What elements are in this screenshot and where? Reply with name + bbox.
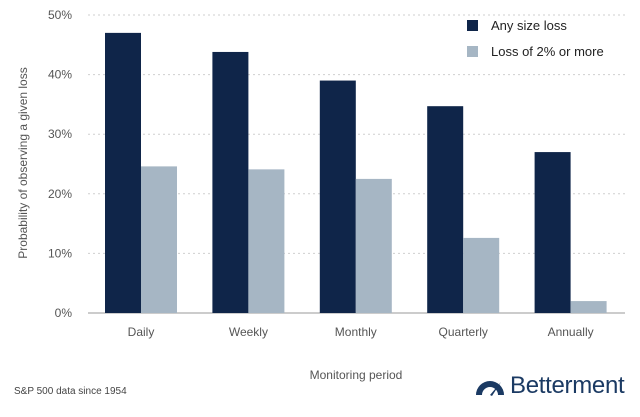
footnote: S&P 500 data since 1954 (14, 386, 127, 397)
bar-loss-2pct-weekly (248, 169, 285, 313)
bar-any-size-loss-annually (534, 152, 571, 313)
x-axis-label: Monitoring period (310, 368, 403, 382)
bar-any-size-loss-quarterly (427, 106, 464, 313)
x-tick-label: Daily (128, 325, 155, 339)
x-axis-ticks: Daily Weekly Monthly Quarterly Annually (128, 325, 594, 339)
y-tick-label: 10% (48, 246, 72, 260)
x-tick-label: Annually (548, 325, 594, 339)
y-axis-label: Probability of observing a given loss (16, 67, 30, 258)
bar-loss-2pct-annually (570, 301, 607, 313)
bar-any-size-loss-daily (105, 32, 141, 313)
legend-swatch (467, 46, 478, 57)
gauge-icon (476, 381, 504, 396)
legend-label: Any size loss (491, 18, 567, 33)
y-tick-label: 50% (48, 8, 72, 22)
x-tick-label: Quarterly (439, 325, 488, 339)
bar-loss-2pct-quarterly (463, 237, 500, 313)
legend: Any size loss Loss of 2% or more (467, 18, 604, 59)
legend-label: Loss of 2% or more (491, 44, 604, 59)
y-tick-label: 20% (48, 187, 72, 201)
y-tick-label: 40% (48, 68, 72, 82)
x-tick-label: Monthly (335, 325, 377, 339)
bar-any-size-loss-monthly (319, 80, 356, 313)
bar-loss-2pct-daily (141, 166, 177, 313)
bars (105, 32, 607, 314)
legend-swatch (467, 20, 478, 31)
brand-name: Betterment (510, 372, 625, 399)
x-tick-label: Weekly (229, 325, 268, 339)
y-tick-label: 30% (48, 127, 72, 141)
y-tick-label: 0% (55, 306, 73, 320)
brand-logo[interactable]: Betterment (474, 372, 625, 400)
bar-loss-2pct-monthly (355, 178, 392, 313)
y-axis-ticks: 0% 10% 20% 30% 40% 50% (48, 8, 72, 320)
bar-any-size-loss-weekly (212, 51, 249, 314)
